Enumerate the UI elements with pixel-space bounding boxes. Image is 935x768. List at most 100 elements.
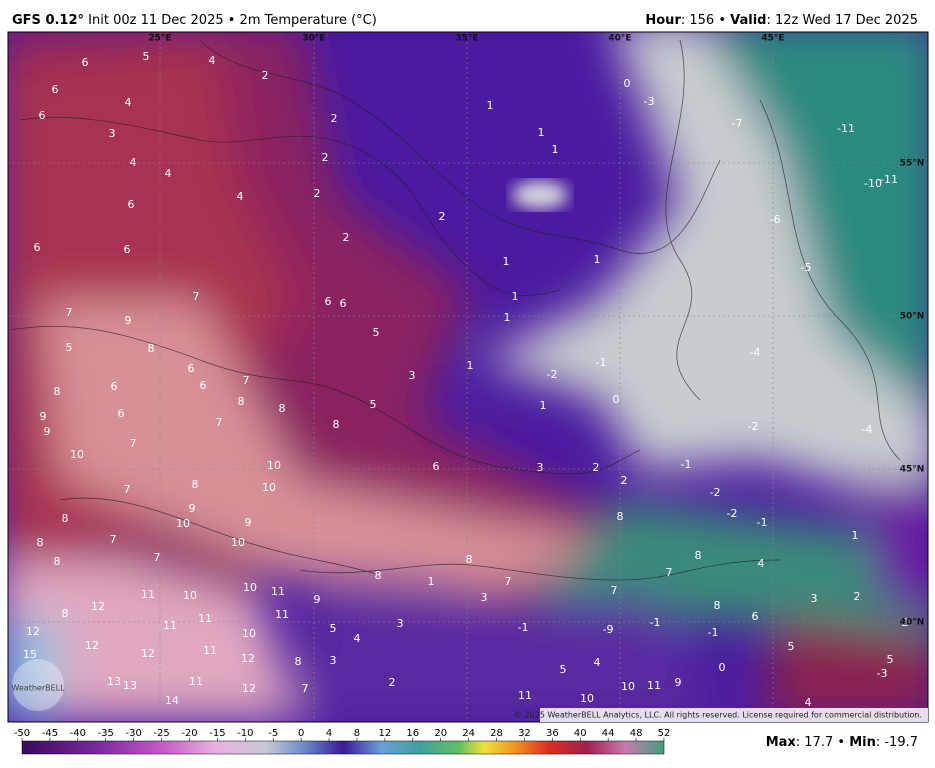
colorbar-tick-label: 28 [490,728,503,739]
temperature-label: 8 [62,607,69,620]
temperature-label: 8 [695,549,702,562]
temperature-label: 7 [302,682,309,695]
temperature-label: 5 [66,341,73,354]
temperature-label: 5 [788,640,795,653]
temperature-label: 10 [243,581,257,594]
temperature-label: 10 [231,536,245,549]
temperature-label: 1 [852,529,859,542]
temperature-label: 10 [267,459,281,472]
temperature-label: -2 [710,486,721,499]
colorbar-tick-label: 8 [354,728,360,739]
colorbar-tick-label: -50 [14,728,30,739]
colorbar-tick-label: -15 [209,728,225,739]
latitude-label: 40°N [900,618,925,628]
temperature-label: -1 [708,626,719,639]
temperature-label: 8 [279,402,286,415]
temperature-label: 11 [189,675,203,688]
temperature-label: 13 [107,675,121,688]
footer: Max: 17.7 • Min: -19.7 [766,735,918,750]
colorbar-tick-label: 44 [602,728,615,739]
max-label: Max [766,735,797,750]
latitude-label: 45°N [900,465,925,475]
temperature-label: 8 [714,599,721,612]
temperature-label: 7 [124,483,131,496]
temperature-label: 2 [902,616,909,629]
colorbar-tick-label: -10 [237,728,253,739]
temperature-label: 1 [503,255,510,268]
longitude-label: 25°E [148,34,171,44]
temperature-label: 12 [241,652,255,665]
temperature-label: 8 [192,478,199,491]
temperature-label: 10 [176,517,190,530]
temperature-label: -7 [732,117,743,130]
temperature-label: 8 [62,512,69,525]
temperature-label: 2 [439,210,446,223]
longitude-label: 30°E [302,34,325,44]
temperature-label: 11 [271,585,285,598]
temperature-label: -1 [650,616,661,629]
temperature-label: -1 [681,458,692,471]
temperature-label: 8 [617,510,624,523]
valid-label: Valid [730,13,766,28]
colorbar-tick-label: 36 [546,728,559,739]
colorbar-tick-label: 16 [406,728,419,739]
temperature-label: 1 [487,99,494,112]
temperature-label: -10 [864,177,882,190]
colorbar [21,740,665,755]
temperature-label: 0 [613,393,620,406]
temperature-label: 1 [428,575,435,588]
temperature-label: 2 [854,590,861,603]
temperature-label: 8 [238,395,245,408]
run: Init 00z 11 Dec 2025 • 2m Temperature (°… [88,13,377,28]
temperature-label: 9 [40,410,47,423]
min: : -19.7 [876,735,918,750]
colorbar-tick-label: -25 [153,728,169,739]
longitude-label: 45°E [761,34,784,44]
temperature-label: 2 [343,231,350,244]
temperature-label: 2 [262,69,269,82]
temperature-label: 1 [540,399,547,412]
temperature-label: 12 [141,647,155,660]
latitude-label: 55°N [900,159,925,169]
temperature-label: 6 [340,297,347,310]
temperature-label: 5 [330,622,337,635]
temperature-label: 4 [209,54,216,67]
temperature-label: -9 [603,623,614,636]
temperature-label: 13 [123,679,137,692]
temperature-label: 12 [242,682,256,695]
temperature-label: -2 [748,420,759,433]
temperature-label: 3 [409,369,416,382]
temperature-label: 9 [125,314,132,327]
temperature-label: -2 [727,507,738,520]
temperature-label: 5 [143,50,150,63]
temperature-label: -4 [862,423,873,436]
longitude-label: 40°E [608,34,631,44]
temperature-label: -5 [801,261,812,274]
header-right: Hour: 156 • Valid: 12z Wed 17 Dec 2025 [645,13,918,28]
temperature-label: 3 [537,461,544,474]
temperature-label: 12 [85,639,99,652]
temperature-label: 2 [593,461,600,474]
temperature-label: 12 [91,600,105,613]
max: : 17.7 • [796,735,849,750]
temperature-label: 10 [242,627,256,640]
temperature-label: 7 [216,416,223,429]
temperature-label: 4 [594,656,601,669]
temperature-label: 6 [325,295,332,308]
temperature-label: 0 [719,661,726,674]
temperature-label: 6 [752,610,759,623]
temperature-label: 6 [118,407,125,420]
temperature-label: 3 [397,617,404,630]
colorbar-tick-label: 4 [326,728,332,739]
temperature-label: 4 [354,632,361,645]
colorbar-tick-label: 24 [462,728,475,739]
temperature-label: 9 [189,502,196,515]
temperature-label: 10 [621,680,635,693]
temperature-label: 1 [552,143,559,156]
temperature-label: 2 [389,676,396,689]
temperature-label: 11 [141,588,155,601]
temperature-label: 11 [647,679,661,692]
model: GFS 0.12° [12,13,84,28]
colorbar-tick-label: 52 [658,728,671,739]
temperature-label: 3 [330,654,337,667]
